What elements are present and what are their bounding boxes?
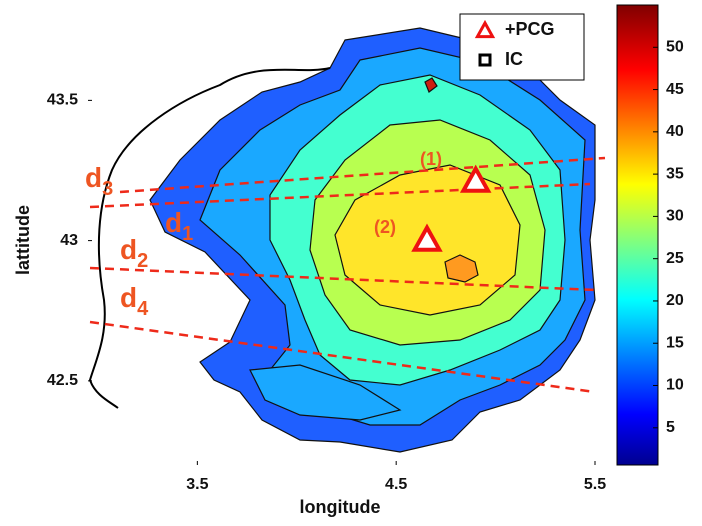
annotation-label: d: [120, 234, 137, 265]
pcg-marker: [411, 223, 443, 252]
colorbar-tick-label: 50: [666, 38, 684, 55]
annotation-label: d: [120, 282, 137, 313]
annotation-subscript: 3: [102, 178, 113, 200]
colorbar: [616, 4, 659, 466]
colorbar-tick-label: 25: [666, 250, 684, 267]
colorbar-tick-label: 20: [666, 292, 684, 309]
y-tick-label: 42.5: [47, 372, 78, 389]
annotation-subscript: 1: [182, 223, 193, 245]
colorbar-tick-label: 5: [666, 419, 675, 436]
colorbar-tick-label: 40: [666, 123, 684, 140]
y-tick-label: 43: [60, 232, 78, 249]
legend: [459, 13, 585, 81]
y-tick-label: 43.5: [47, 92, 78, 109]
annotation: d1: [165, 207, 193, 245]
x-tick-label: 5.5: [584, 476, 606, 493]
annotation-label: (2): [374, 217, 396, 237]
colorbar-tick-label: 10: [666, 377, 684, 394]
legend-label: +PCG: [505, 19, 555, 39]
x-tick-label: 3.5: [186, 476, 208, 493]
legend-swatch: [474, 19, 496, 39]
colorbar-tick-label: 35: [666, 165, 684, 182]
legend-label: IC: [505, 49, 523, 69]
y-axis-label: lattitude: [13, 205, 33, 275]
pcg-marker: [459, 164, 492, 193]
annotation-subscript: 4: [137, 298, 149, 320]
annotation: d2: [120, 234, 148, 272]
annotation: d3: [85, 162, 113, 200]
colorbar-tick-label: 45: [666, 81, 684, 98]
colorbar-tick-label: 30: [666, 208, 684, 225]
annotation: d4: [120, 282, 149, 320]
annotation-label: d: [165, 207, 182, 238]
annotation-subscript: 2: [137, 250, 148, 272]
annotation: (1): [420, 149, 442, 169]
x-axis-label: longitude: [300, 497, 381, 517]
x-tick-label: 4.5: [385, 476, 407, 493]
annotation-label: (1): [420, 149, 442, 169]
annotation: (2): [374, 217, 396, 237]
coastline: [88, 67, 331, 409]
annotation-label: d: [85, 162, 102, 193]
colorbar-tick-label: 15: [666, 334, 684, 351]
section-lines: [89, 156, 606, 394]
contour-field: [149, 27, 596, 453]
legend-swatch: [478, 53, 492, 67]
